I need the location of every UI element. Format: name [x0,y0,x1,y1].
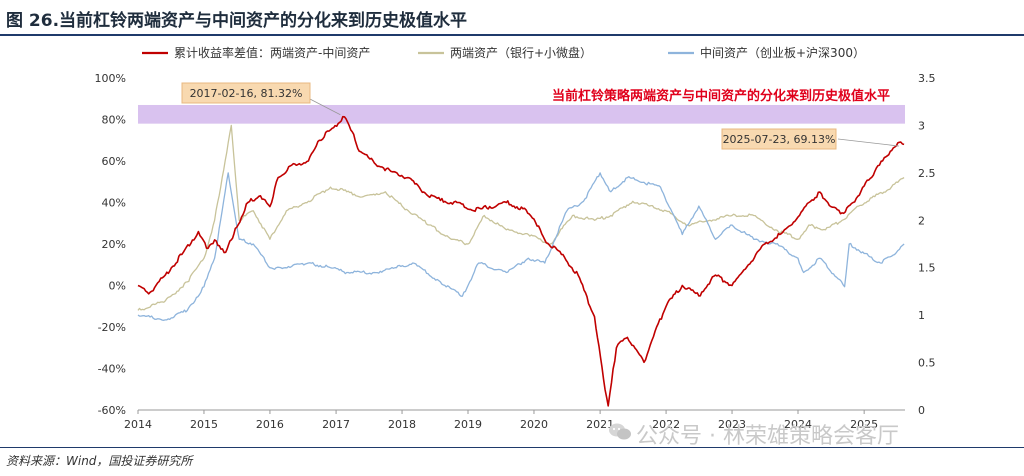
x-tick-label: 2020 [520,418,548,431]
series-layer [137,115,905,407]
y-left-tick-label: -40% [98,363,126,376]
highlight-band [138,104,905,124]
legend-entry: 累计收益率差值：两端资产-中间资产 [174,45,370,60]
x-tick-label: 2018 [388,418,416,431]
axes-layer: 100% 80% 60% 40% 20% 0% -20% -40% -60% 3.5 3 2.5 2 1.… [95,72,936,431]
bottom-rule [0,447,1024,448]
highlight-band-label: 当前杠铃策略两端资产与中间资产的分化来到历史极值水平 [552,88,890,104]
x-tick-label: 2025 [850,418,878,431]
x-tick-label: 2022 [652,418,680,431]
annotation-label-2: 2025-07-23, 69.13% [723,133,836,146]
series-line-2 [137,172,905,321]
y-left-tick-label: 60% [102,155,126,168]
y-left-tick-label: -20% [98,321,126,334]
figure-title: 图 26.当前杠铃两端资产与中间资产的分化来到历史极值水平 [6,11,468,31]
y-right-tick-label: 0 [918,404,925,417]
annotation-label-1: 2017-02-16, 81.32% [190,87,303,100]
y-right-tick-label: 3 [918,119,925,132]
x-tick-label: 2016 [256,418,284,431]
y-right-tick-label: 3.5 [918,72,936,85]
y-left-tick-label: 80% [102,114,126,127]
x-tick-label: 2019 [454,418,482,431]
y-left-tick-label: 0% [109,280,126,293]
legend-entry: 中间资产（创业板+沪深300） [700,45,865,60]
annotation-layer: 2017-02-16, 81.32% 2025-07-23, 69.13% [181,82,899,150]
chart: 当前杠铃策略两端资产与中间资产的分化来到历史极值水平 100%80%60%40%… [95,45,936,431]
x-tick-label: 2015 [190,418,218,431]
x-tick-label: 2017 [322,418,350,431]
y-right-tick-label: 2 [918,214,925,227]
wechat-icon [609,423,631,440]
annotation-box-1 [181,82,311,104]
legend-entry: 两端资产（银行+小微盘） [450,45,592,60]
title-rule [0,34,1024,36]
annotation-box-2 [721,128,837,150]
x-tick-label: 2021 [586,418,614,431]
y-right-tick-label: 0.5 [918,357,936,370]
y-left-tick-label: 20% [102,238,126,251]
watermark: 公众号 · 林荣雄策略会客厅 [636,424,899,449]
y-left-tick-label: 100% [95,72,126,85]
y-left-tick-label: 40% [102,197,126,210]
series-line-1 [137,124,905,311]
annotation-leader-2 [837,138,899,147]
y-right-tick-label: 1.5 [918,262,936,275]
y-left-tick-label: -60% [98,404,126,417]
y-right-tick-label: 1 [918,309,925,322]
x-tick-label: 2024 [784,418,812,431]
legend-layer: 累计收益率差值：两端资产-中间资产 两端资产（银行+小微盘） 中间资产（创业板+沪深… [142,45,865,60]
source-note: 资料来源：Wind，国投证券研究所 [6,454,193,468]
annotation-leader-1 [307,97,341,116]
x-tick-label: 2014 [124,418,152,431]
y-right-tick-label: 2.5 [918,167,936,180]
x-tick-label: 2023 [718,418,746,431]
series-line-0 [137,115,905,407]
